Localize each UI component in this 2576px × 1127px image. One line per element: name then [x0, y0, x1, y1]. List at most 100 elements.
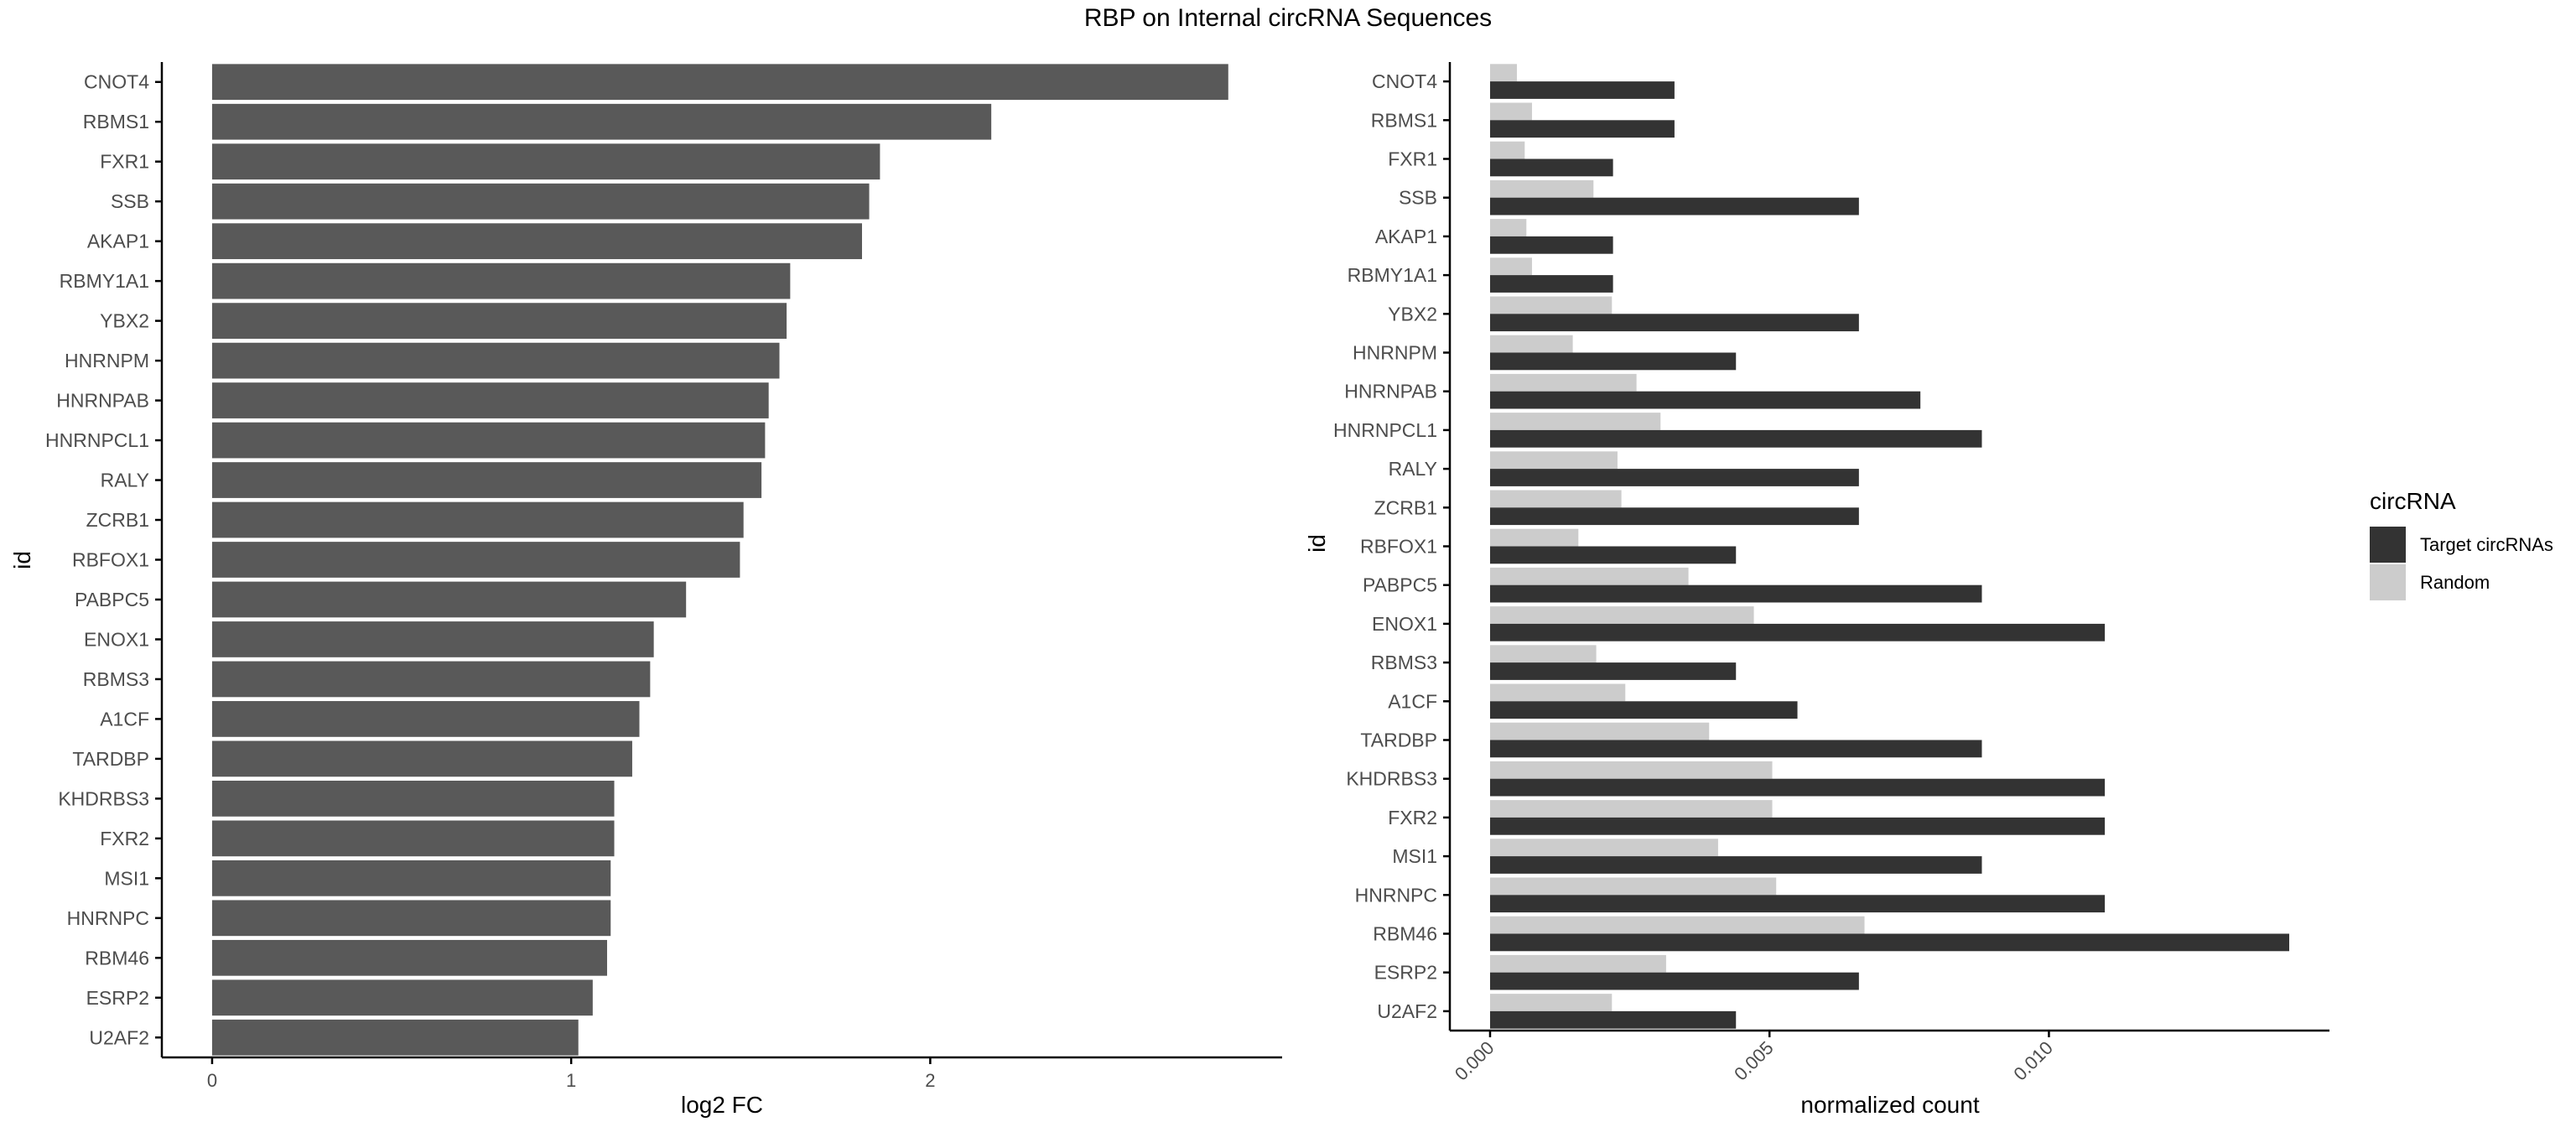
random-bar-rbmy1a1: [1489, 257, 1532, 276]
left-bar-zcrb1: [211, 501, 744, 538]
left-bar-esrp2: [211, 979, 593, 1016]
left-bar-fxr2: [211, 820, 615, 857]
random-bar-khdrbs3: [1489, 761, 1773, 779]
right-y-tick-label: U2AF2: [1377, 1000, 1437, 1022]
random-bar-a1cf: [1489, 683, 1626, 702]
left-bar-hnrnpab: [211, 382, 769, 418]
random-bar-ssb: [1489, 179, 1594, 198]
left-y-tick-label: HNRNPAB: [56, 390, 149, 412]
left-bar-rbmy1a1: [211, 262, 791, 299]
right-y-tick-label: FXR2: [1388, 807, 1437, 828]
right-y-tick-label: HNRNPM: [1353, 342, 1437, 364]
random-bar-rbms1: [1489, 102, 1532, 121]
right-y-tick-label: HNRNPCL1: [1333, 419, 1437, 441]
left-y-tick-label: HNRNPM: [65, 350, 149, 371]
left-y-tick-label: SSB: [111, 190, 149, 212]
left-y-tick-label: RBM46: [85, 947, 149, 969]
left-bar-ybx2: [211, 303, 787, 339]
target-bar-ssb: [1489, 197, 1859, 216]
random-bar-hnrnpm: [1489, 335, 1573, 353]
target-bar-hnrnpm: [1489, 352, 1737, 371]
random-bar-tardbp: [1489, 722, 1710, 740]
left-bars: [211, 64, 1228, 1056]
left-bar-ssb: [211, 183, 870, 220]
left-y-tick-label: FXR1: [100, 151, 149, 173]
random-bar-cnot4: [1489, 64, 1517, 82]
target-bar-rbms3: [1489, 662, 1737, 680]
left-bar-hnrnpcl1: [211, 422, 766, 459]
left-bar-enox1: [211, 621, 654, 657]
target-bar-hnrnpc: [1489, 895, 2106, 913]
right-y-tick-label: RBFOX1: [1360, 536, 1437, 558]
left-y-ticks: CNOT4 RBMS1 FXR1 SSB AKAP1 RBMY1A1 YBX2 HNRNPM H…: [45, 71, 162, 1048]
random-bar-rbm46: [1489, 916, 1865, 934]
random-bar-pabpc5: [1489, 567, 1689, 585]
left-y-tick-label: FXR2: [100, 828, 149, 849]
right-y-tick-label: ESRP2: [1374, 962, 1437, 984]
right-y-tick-label: RBMY1A1: [1348, 264, 1437, 286]
left-bar-rbms1: [211, 103, 992, 140]
target-bar-tardbp: [1489, 740, 1982, 758]
random-bar-enox1: [1489, 606, 1754, 624]
random-bar-hnrnpc: [1489, 877, 1777, 896]
left-y-tick-label: RBMS3: [83, 668, 149, 690]
random-bar-rbfox1: [1489, 528, 1579, 547]
left-y-tick-label: RBFOX1: [72, 549, 149, 571]
random-bar-zcrb1: [1489, 490, 1622, 508]
random-bar-hnrnpab: [1489, 373, 1637, 392]
left-bar-rbms3: [211, 661, 651, 698]
chart-title: RBP on Internal circRNA Sequences: [1084, 4, 1492, 32]
target-bar-rbmy1a1: [1489, 275, 1613, 293]
left-y-tick-label: ZCRB1: [86, 509, 149, 531]
target-bar-ybx2: [1489, 314, 1859, 332]
left-x-tick-label: 0: [207, 1070, 217, 1091]
left-bar-fxr1: [211, 143, 880, 180]
left-bar-msi1: [211, 860, 611, 896]
target-bar-zcrb1: [1489, 507, 1859, 526]
right-y-tick-label: TARDBP: [1360, 730, 1437, 751]
left-bar-pabpc5: [211, 581, 687, 618]
target-bar-pabpc5: [1489, 584, 1982, 603]
legend-title: circRNA: [2370, 488, 2456, 514]
random-bar-msi1: [1489, 839, 1718, 857]
left-bar-cnot4: [211, 64, 1228, 101]
left-bar-akap1: [211, 223, 862, 260]
left-y-tick-label: KHDRBS3: [58, 787, 149, 809]
left-y-tick-label: HNRNPCL1: [45, 429, 149, 451]
left-y-tick-label: A1CF: [100, 708, 149, 730]
right-y-tick-label: CNOT4: [1372, 70, 1437, 92]
random-bar-rbms3: [1489, 645, 1597, 663]
left-x-axis-title: log2 FC: [681, 1092, 763, 1118]
target-bar-msi1: [1489, 856, 1982, 874]
legend-label-target: Target circRNAs: [2420, 534, 2553, 555]
target-bar-a1cf: [1489, 701, 1798, 719]
left-bar-khdrbs3: [211, 781, 615, 817]
right-y-tick-label: A1CF: [1388, 690, 1437, 712]
right-x-tick-label: 0.005: [1730, 1037, 1778, 1085]
left-y-tick-label: CNOT4: [84, 71, 149, 93]
right-y-tick-label: YBX2: [1388, 303, 1437, 325]
random-bar-fxr1: [1489, 141, 1525, 159]
left-bar-hnrnpm: [211, 342, 780, 379]
left-y-tick-label: TARDBP: [72, 748, 149, 770]
left-y-tick-label: HNRNPC: [67, 907, 149, 929]
right-y-tick-label: HNRNPAB: [1344, 381, 1437, 402]
target-bar-u2af2: [1489, 1010, 1737, 1029]
left-y-tick-label: RBMS1: [83, 111, 149, 132]
right-x-tick-label: 0.000: [1451, 1037, 1498, 1085]
right-y-ticks: CNOT4 RBMS1 FXR1 SSB AKAP1 RBMY1A1 YBX2 HNRNPM H…: [1333, 70, 1450, 1022]
target-bar-khdrbs3: [1489, 778, 2106, 797]
random-bar-esrp2: [1489, 954, 1666, 973]
target-bar-fxr1: [1489, 158, 1613, 177]
right-y-tick-label: SSB: [1399, 187, 1437, 209]
target-bar-rbms1: [1489, 120, 1675, 138]
right-y-tick-label: ZCRB1: [1374, 496, 1437, 518]
right-y-tick-label: ENOX1: [1372, 613, 1437, 635]
random-bar-akap1: [1489, 219, 1527, 236]
right-x-tick-label: 0.010: [2009, 1037, 2057, 1085]
left-y-tick-label: MSI1: [104, 867, 149, 889]
left-x-ticks: 0 1 2: [207, 1057, 935, 1091]
right-bars: [1489, 64, 2290, 1029]
left-y-tick-label: RBMY1A1: [60, 270, 149, 292]
